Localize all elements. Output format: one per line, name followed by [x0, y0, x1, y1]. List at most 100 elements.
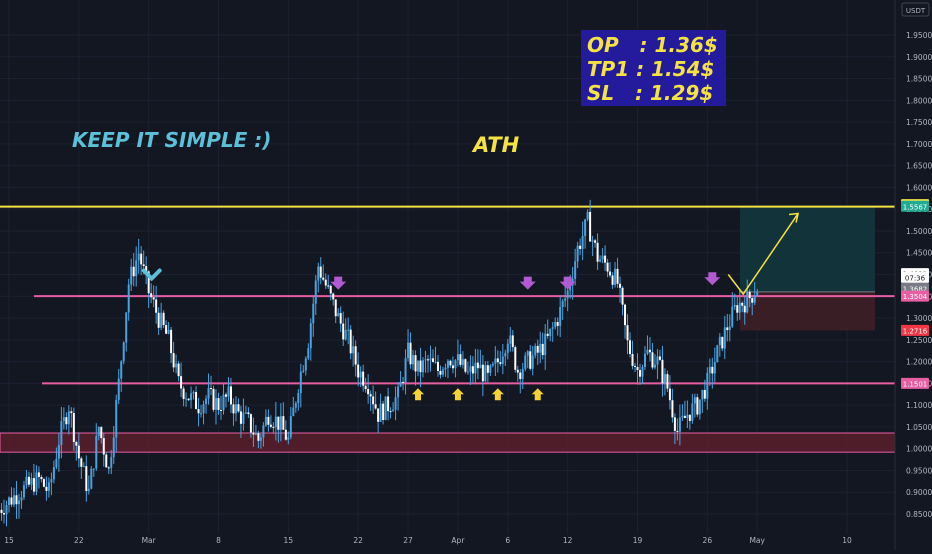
candle-body [232, 404, 234, 413]
candle-body [335, 299, 337, 316]
candle-body [302, 371, 304, 372]
candle-body [489, 366, 491, 373]
candle-body [659, 356, 661, 359]
candle-body [612, 275, 614, 284]
y-tick-label: 1.8500 [906, 75, 932, 84]
candle-body [20, 497, 22, 500]
price-label-text: 1.1501 [903, 380, 928, 388]
candle-body [449, 361, 451, 366]
candle-body [504, 353, 506, 357]
candle-body [400, 382, 402, 387]
candle-body [265, 417, 267, 426]
candle-body [215, 398, 217, 410]
candle-body [280, 416, 282, 430]
candle-body [582, 236, 584, 249]
x-tick-label: 19 [633, 536, 643, 545]
candle-body [203, 404, 205, 413]
currency-label: USDT [906, 7, 926, 15]
candle-body [98, 427, 100, 436]
y-tick-label: 1.8000 [906, 96, 932, 105]
candle-body [282, 416, 284, 430]
candle-body [13, 495, 15, 504]
candle-body [622, 288, 624, 305]
info-tp1: TP1 : 1.54$ [587, 57, 714, 81]
price-label-text: 07:36 [905, 274, 926, 282]
x-tick-label: May [749, 536, 765, 545]
candle-body [380, 404, 382, 422]
candle-body [679, 417, 681, 431]
candle-body [100, 427, 102, 438]
candle-body [260, 438, 262, 441]
candle-body [33, 478, 35, 491]
candle-body [512, 335, 514, 347]
x-tick-label: 12 [563, 536, 573, 545]
candle-body [649, 350, 651, 353]
candle-body [155, 300, 157, 313]
candle-body [754, 296, 756, 302]
candle-body [317, 267, 319, 281]
candle-body [330, 286, 332, 294]
candle-body [183, 388, 185, 398]
candle-body [285, 430, 287, 440]
x-tick-label: 15 [284, 536, 294, 545]
candle-body [395, 397, 397, 409]
candle-body [88, 489, 90, 491]
candle-body [18, 500, 20, 504]
candle-body [73, 413, 75, 442]
candle-body [165, 325, 167, 334]
candle-body [716, 345, 718, 362]
candle-body [255, 433, 257, 434]
candle-body [218, 398, 220, 410]
candle-body [589, 212, 591, 242]
candle-body [514, 347, 516, 370]
candle-body [497, 358, 499, 362]
candle-body [325, 280, 327, 286]
candle-body [242, 413, 244, 424]
x-tick-label: 15 [4, 536, 14, 545]
candle-body [557, 322, 559, 326]
candle-body [140, 254, 142, 265]
candle-body [227, 386, 229, 396]
candle-body [315, 281, 317, 304]
candle-body [120, 361, 122, 378]
candle-body [604, 256, 606, 263]
candle-body [55, 459, 57, 467]
candle-body [487, 365, 489, 373]
candle-body [619, 284, 621, 288]
y-tick-label: 1.9000 [906, 53, 932, 62]
candle-body [30, 478, 32, 485]
candle-body [494, 358, 496, 363]
candle-body [382, 404, 384, 420]
candle-body [307, 348, 309, 358]
candle-body [267, 417, 269, 425]
candle-body [666, 374, 668, 388]
candle-body [492, 364, 494, 366]
candle-body [407, 343, 409, 358]
candle-body [352, 346, 354, 353]
candle-body [529, 351, 531, 369]
candle-body [681, 416, 683, 418]
candle-body [347, 330, 349, 331]
info-sl: SL : 1.29$ [587, 81, 713, 105]
candle-body [499, 362, 501, 364]
candle-body [377, 408, 379, 421]
candle-body [524, 356, 526, 369]
candle-body [746, 292, 748, 313]
candle-body [252, 432, 254, 434]
candle-body [567, 290, 569, 298]
candle-body [684, 416, 686, 418]
candle-body [225, 394, 227, 396]
candle-body [105, 455, 107, 468]
candle-body [312, 304, 314, 324]
candle-body [671, 400, 673, 417]
candle-body [123, 342, 125, 361]
candle-body [158, 313, 160, 328]
candle-body [701, 390, 703, 400]
candle-body [340, 313, 342, 323]
candle-body [108, 467, 110, 468]
candle-body [459, 354, 461, 365]
candle-body [390, 411, 392, 412]
candle-body [714, 362, 716, 373]
